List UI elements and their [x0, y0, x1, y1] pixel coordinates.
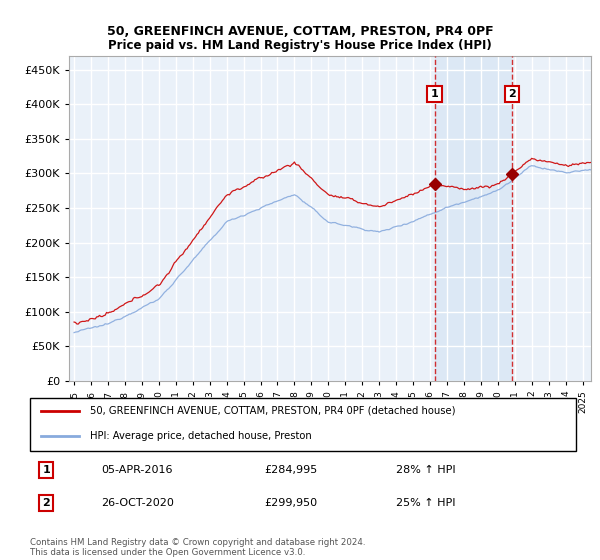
Text: £299,950: £299,950 — [265, 498, 318, 508]
Text: 1: 1 — [431, 89, 439, 99]
Text: 50, GREENFINCH AVENUE, COTTAM, PRESTON, PR4 0PF (detached house): 50, GREENFINCH AVENUE, COTTAM, PRESTON, … — [90, 406, 455, 416]
Text: £284,995: £284,995 — [265, 465, 318, 475]
Bar — [434, 56, 512, 381]
FancyBboxPatch shape — [30, 398, 576, 451]
Text: 50, GREENFINCH AVENUE, COTTAM, PRESTON, PR4 0PF: 50, GREENFINCH AVENUE, COTTAM, PRESTON, … — [107, 25, 493, 38]
Text: 28% ↑ HPI: 28% ↑ HPI — [396, 465, 455, 475]
Text: HPI: Average price, detached house, Preston: HPI: Average price, detached house, Pres… — [90, 431, 312, 441]
Text: 2: 2 — [43, 498, 50, 508]
Text: 1: 1 — [43, 465, 50, 475]
Text: 26-OCT-2020: 26-OCT-2020 — [101, 498, 174, 508]
Text: Contains HM Land Registry data © Crown copyright and database right 2024.
This d: Contains HM Land Registry data © Crown c… — [30, 538, 365, 557]
Text: 25% ↑ HPI: 25% ↑ HPI — [396, 498, 455, 508]
Text: 05-APR-2016: 05-APR-2016 — [101, 465, 172, 475]
Text: 2: 2 — [508, 89, 516, 99]
Text: Price paid vs. HM Land Registry's House Price Index (HPI): Price paid vs. HM Land Registry's House … — [108, 39, 492, 52]
